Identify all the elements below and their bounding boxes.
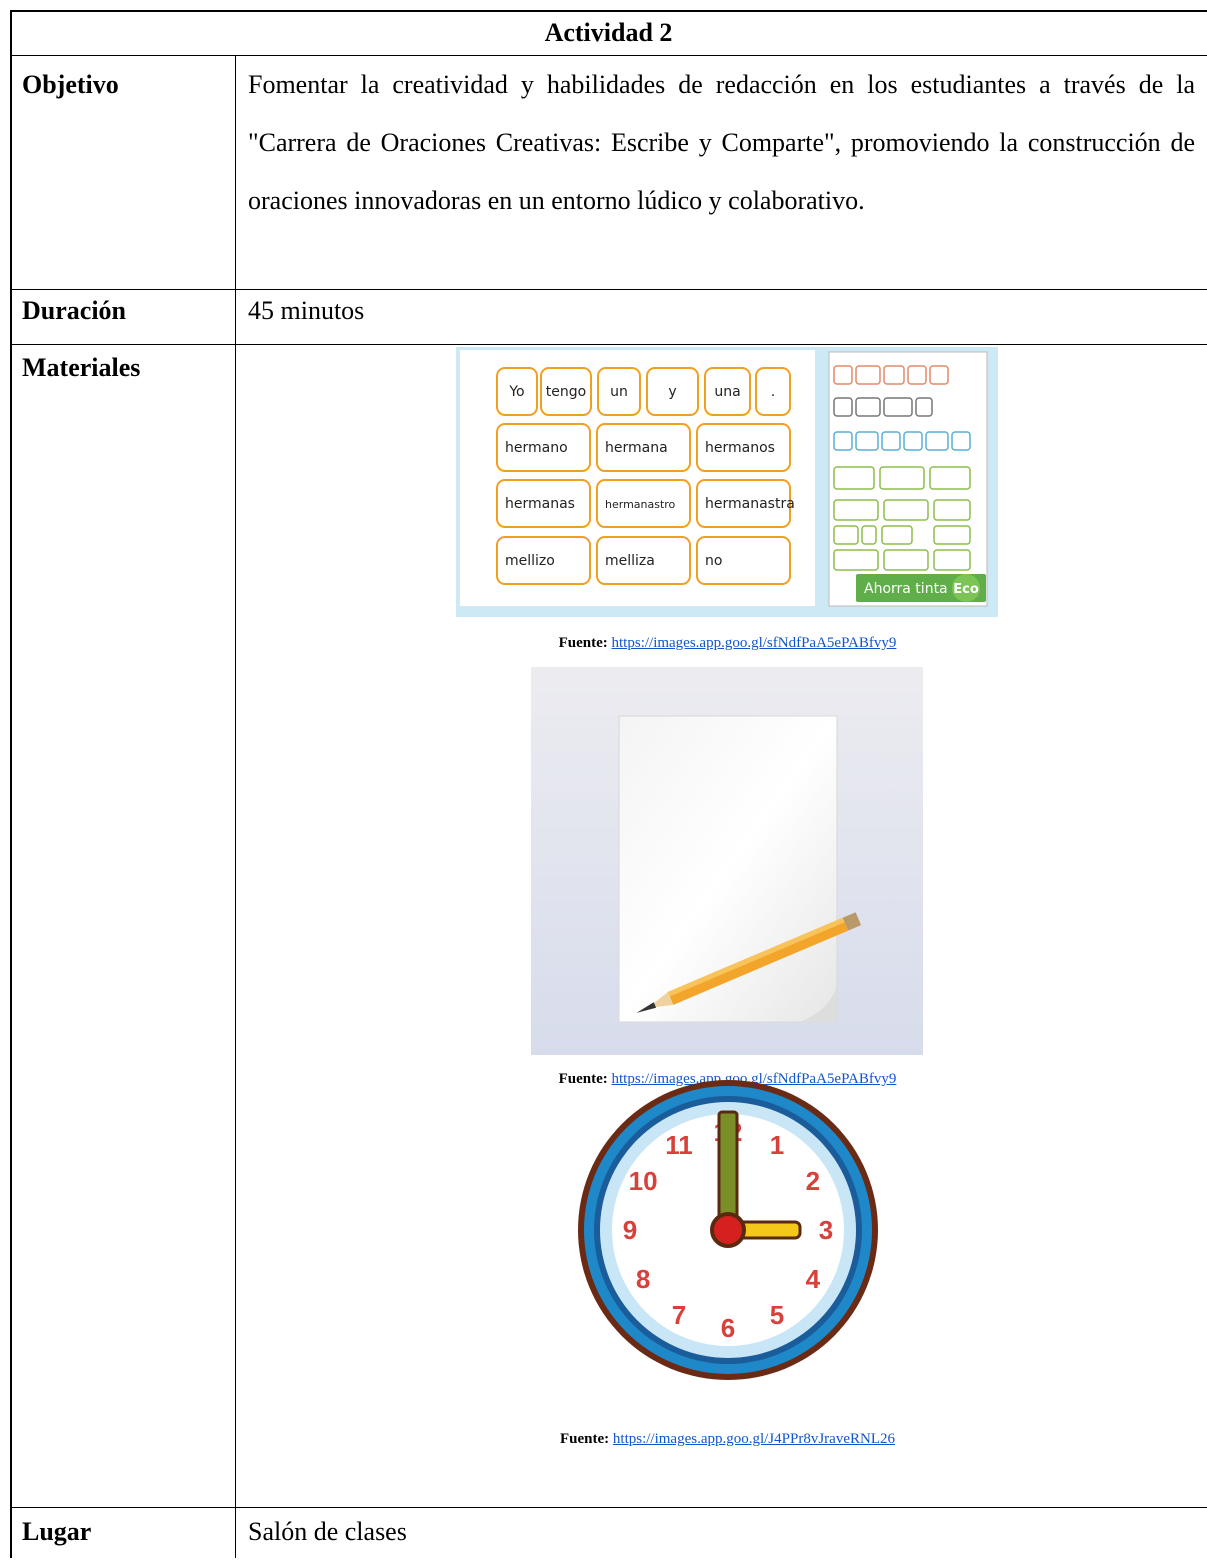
card-word: . [771,384,775,400]
clock-number: 8 [636,1264,650,1294]
row-label: Lugar [22,1517,92,1546]
card-word: no [705,553,722,569]
badge-text: Ahorra tinta [864,581,948,597]
caption-link[interactable]: https://images.app.goo.gl/J4PPr8vJraveRN… [612,1431,895,1447]
caption-link[interactable]: https://images.app.goo.gl/sfNdfPaA5ePABf… [611,1071,897,1087]
word-card [696,479,791,528]
word-cards-image: Yo tengo un y una . hermano hermana hermanos herm… [456,347,998,617]
table-border [10,10,12,1558]
word-card [496,479,591,528]
clock-number: 7 [672,1300,686,1330]
card-word: Yo [508,384,524,400]
card-word: hermanos [705,440,775,456]
clock-number: 10 [629,1166,658,1196]
caption-label: Fuente: [560,1431,610,1447]
clock-number: 4 [806,1264,821,1294]
badge-circle [952,574,980,602]
word-card [597,367,641,416]
card-word: hermanastra [705,496,795,512]
word-card [704,367,751,416]
card-word: hermana [605,440,668,456]
card-word: hermanas [505,496,575,512]
card-word: un [610,384,628,400]
row-line [10,344,1207,345]
card-word: hermano [505,440,568,456]
card-word: hermanastro [605,498,676,511]
row-label: Duración [22,296,126,325]
row-text: 45 minutos [248,296,365,325]
card-word: tengo [546,384,586,400]
word-card [646,367,699,416]
word-card [496,536,591,585]
word-card [696,536,791,585]
word-card [496,367,538,416]
word-card [696,423,791,472]
column-line [235,55,236,1558]
row-line [10,55,1207,56]
clock-number: 1 [770,1130,784,1160]
table-border [10,10,1207,12]
word-card [596,479,691,528]
table-title: Actividad 2 [544,18,673,47]
badge-tag: Eco [953,582,979,597]
clock-number: 12 [714,1117,743,1147]
row-label: Materiales [22,353,141,382]
clock-number: 6 [721,1313,735,1343]
row-label: Objetivo [22,70,119,99]
clock-number: 3 [819,1215,833,1245]
image-caption: Fuente: https://images.app.goo.gl/sfNdfP… [235,635,1207,652]
clock-number: 11 [665,1130,693,1160]
paper-pencil-image [531,667,923,1055]
card-word: melliza [605,553,655,569]
clock-number: 2 [806,1166,820,1196]
image-caption: Fuente: https://images.app.goo.gl/J4PPr8… [235,1431,1207,1448]
image-caption: Fuente: https://images.app.goo.gl/sfNdfP… [235,1071,1207,1088]
card-word: mellizo [505,553,555,569]
row-text: Salón de clases [248,1517,407,1546]
word-card [755,367,791,416]
caption-link[interactable]: https://images.app.goo.gl/sfNdfPaA5ePABf… [611,635,897,651]
row-line [10,1507,1207,1508]
row-line [10,289,1207,290]
card-word: y [668,384,676,400]
word-card [540,367,592,416]
card-word: una [714,384,740,400]
clock-number: 9 [623,1215,637,1245]
caption-label: Fuente: [558,1071,608,1087]
row-text: Fomentar la creatividad y habilidades de… [248,70,1195,215]
caption-label: Fuente: [558,635,608,651]
word-card [496,423,591,472]
clock-number: 5 [770,1300,784,1330]
word-card [596,536,691,585]
word-card [596,423,691,472]
